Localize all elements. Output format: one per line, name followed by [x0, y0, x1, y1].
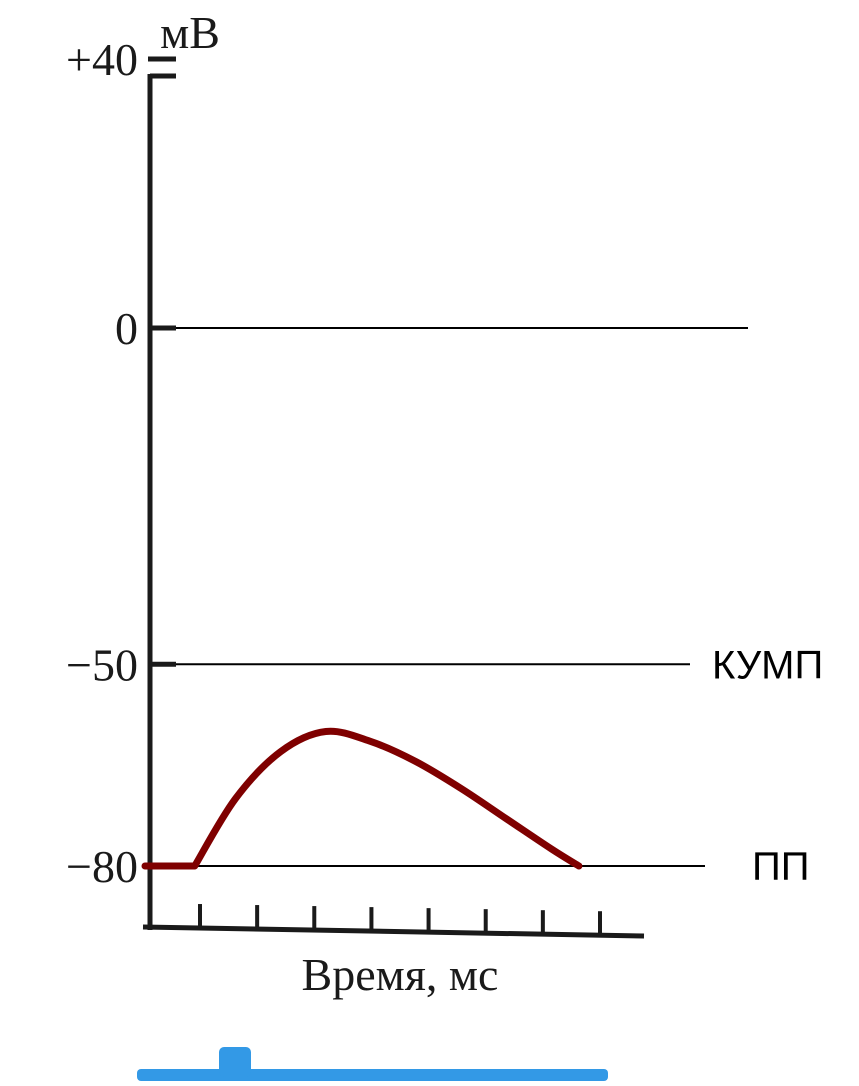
y-ticks: +40 0 −50 −80	[66, 34, 176, 892]
membrane-potential-curve	[141, 727, 583, 870]
stimulus-pulse	[219, 1047, 251, 1077]
x-axis-label: Время, мс	[302, 949, 499, 1000]
reference-line-label: ПП	[752, 845, 810, 889]
y-tick-label: 0	[115, 303, 138, 354]
y-axis-label: мВ	[160, 7, 220, 58]
reference-line-label: КУМП	[712, 643, 823, 687]
y-tick-label: +40	[66, 34, 138, 85]
x-ticks	[198, 904, 602, 936]
stimulus-marker	[137, 1047, 608, 1081]
x-axis	[142, 924, 645, 939]
series	[141, 727, 583, 870]
y-tick-label: −50	[66, 639, 138, 690]
axes	[142, 73, 645, 939]
reference-lines: КУМП ПП	[150, 327, 823, 889]
stimulus-baseline	[137, 1069, 608, 1081]
y-tick-label: −80	[66, 841, 138, 892]
